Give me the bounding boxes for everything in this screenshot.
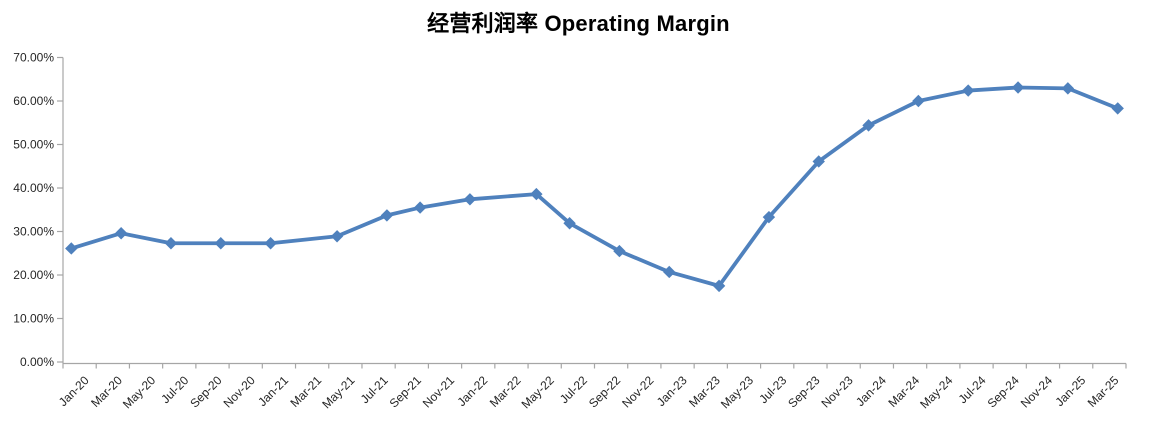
x-axis-tick-label: May-20 <box>120 373 158 411</box>
data-point-marker <box>712 279 726 293</box>
data-point-marker <box>762 210 776 224</box>
x-axis-tick-label: Sep-20 <box>187 373 224 410</box>
x-axis-tick-label: Jan-24 <box>853 373 889 409</box>
y-axis-tick-label: 70.00% <box>13 51 54 65</box>
x-axis-tick-label: Sep-24 <box>985 373 1022 410</box>
x-axis-tick-label: Mar-20 <box>88 373 125 410</box>
x-axis-tick-label: Mar-25 <box>1085 373 1122 410</box>
x-axis-tick-label: Nov-22 <box>619 373 656 410</box>
data-point-marker <box>1011 81 1025 94</box>
data-point-marker <box>65 242 78 255</box>
data-point-marker <box>530 187 543 201</box>
x-axis-tick-label: Nov-21 <box>420 373 457 410</box>
data-point-marker <box>613 244 626 258</box>
x-axis-tick-label: Jan-23 <box>654 373 690 409</box>
x-axis-tick-label: Nov-20 <box>221 373 258 410</box>
operating-margin-line <box>69 85 1120 288</box>
x-axis-tick-label: Mar-24 <box>885 373 922 410</box>
data-point-marker <box>380 209 394 222</box>
y-axis-tick-label: 40.00% <box>13 181 54 195</box>
data-point-marker <box>1111 102 1124 115</box>
y-axis-tick-label: 30.00% <box>13 225 54 239</box>
x-axis-tick-label: Mar-23 <box>686 373 723 410</box>
data-point-marker <box>962 84 975 97</box>
data-point-marker <box>164 237 178 250</box>
y-axis-tick-label: 60.00% <box>13 94 54 108</box>
x-axis-tick-label: May-24 <box>917 373 955 411</box>
data-point-marker <box>214 237 227 250</box>
y-axis-tick-label: 10.00% <box>13 312 54 326</box>
x-axis-tick-label: Jan-25 <box>1052 373 1088 409</box>
y-axis-tick-label: 50.00% <box>13 138 54 152</box>
data-point-marker <box>114 227 128 240</box>
chart-title: 经营利润率 Operating Margin <box>427 11 730 36</box>
x-axis-tick-label: Jan-20 <box>56 373 92 409</box>
data-point-marker <box>463 193 477 206</box>
x-axis-tick-label: Jan-22 <box>455 373 491 409</box>
data-point-marker <box>812 155 825 168</box>
x-axis-tick-label: Nov-24 <box>1018 373 1055 410</box>
x-axis-tick-label: Mar-21 <box>287 373 324 410</box>
data-point-marker <box>663 265 676 279</box>
x-axis-tick-label: May-21 <box>319 373 357 411</box>
data-point-marker <box>264 237 277 250</box>
x-axis-tick-label: Sep-22 <box>586 373 623 410</box>
x-axis-tick-label: May-23 <box>718 373 756 411</box>
x-axis-tick-label: Jan-21 <box>255 373 291 409</box>
data-point-marker <box>330 230 344 243</box>
data-point-marker <box>912 94 925 108</box>
data-point-marker <box>862 119 875 132</box>
x-axis-tick-label: Sep-23 <box>785 373 822 410</box>
data-point-marker <box>1061 82 1075 95</box>
x-axis-tick-label: May-22 <box>519 373 557 411</box>
x-axis-tick-label: Sep-21 <box>387 373 424 410</box>
data-point-marker <box>413 201 427 214</box>
x-axis-tick-label: Nov-23 <box>819 373 856 410</box>
y-axis-tick-label: 20.00% <box>13 268 54 282</box>
y-axis-tick-label: 0.00% <box>20 355 54 369</box>
data-point-marker <box>563 217 576 230</box>
x-axis-tick-label: Mar-22 <box>487 373 524 410</box>
